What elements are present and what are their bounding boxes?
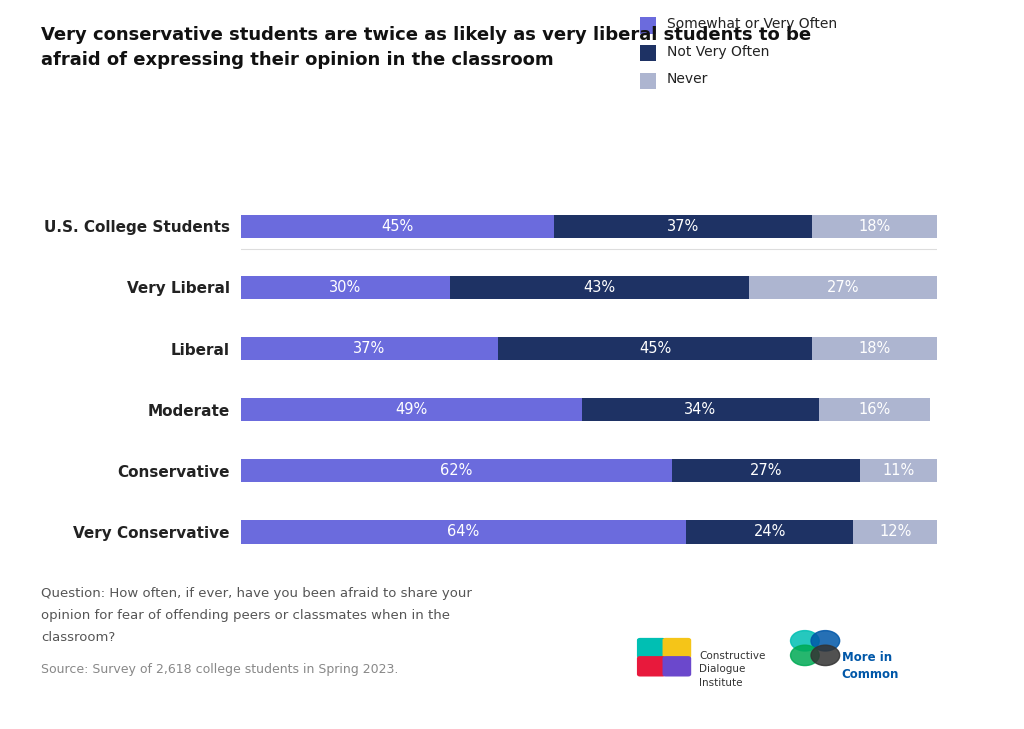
- Text: 16%: 16%: [858, 402, 891, 417]
- Text: 34%: 34%: [684, 402, 716, 417]
- Text: 64%: 64%: [447, 524, 479, 539]
- Text: Question: How often, if ever, have you been afraid to share your: Question: How often, if ever, have you b…: [41, 587, 472, 600]
- Bar: [673, 459, 860, 483]
- Bar: [686, 521, 853, 544]
- Text: More in
Common: More in Common: [842, 651, 899, 682]
- Bar: [241, 521, 686, 544]
- Text: Not Very Often: Not Very Often: [667, 44, 769, 59]
- Text: opinion for fear of offending peers or classmates when in the: opinion for fear of offending peers or c…: [41, 609, 450, 622]
- Text: Very conservative students are twice as likely as very liberal students to be: Very conservative students are twice as …: [41, 26, 811, 44]
- Text: 45%: 45%: [639, 341, 671, 356]
- Text: 37%: 37%: [667, 219, 699, 234]
- Bar: [241, 276, 450, 299]
- Bar: [241, 398, 582, 421]
- Text: 24%: 24%: [754, 524, 786, 539]
- Text: Source: Survey of 2,618 college students in Spring 2023.: Source: Survey of 2,618 college students…: [41, 663, 398, 677]
- Bar: [241, 214, 554, 238]
- Bar: [749, 276, 937, 299]
- Text: 37%: 37%: [353, 341, 386, 356]
- Text: 62%: 62%: [440, 464, 473, 478]
- Text: 18%: 18%: [858, 341, 891, 356]
- Text: 49%: 49%: [395, 402, 427, 417]
- Bar: [241, 459, 673, 483]
- Bar: [860, 459, 937, 483]
- Text: Never: Never: [667, 72, 708, 87]
- Text: Somewhat or Very Often: Somewhat or Very Often: [667, 17, 837, 31]
- Bar: [450, 276, 749, 299]
- Text: 30%: 30%: [329, 280, 361, 295]
- Text: 45%: 45%: [381, 219, 414, 234]
- Text: 27%: 27%: [751, 464, 782, 478]
- Text: 11%: 11%: [883, 464, 914, 478]
- Text: classroom?: classroom?: [41, 631, 116, 644]
- Bar: [812, 214, 937, 238]
- Bar: [499, 337, 812, 360]
- Bar: [812, 337, 937, 360]
- Text: 12%: 12%: [879, 524, 911, 539]
- Text: 43%: 43%: [584, 280, 615, 295]
- Bar: [241, 337, 499, 360]
- Bar: [554, 214, 812, 238]
- Text: Constructive
Dialogue
Institute: Constructive Dialogue Institute: [699, 651, 766, 687]
- Text: 18%: 18%: [858, 219, 891, 234]
- Text: 27%: 27%: [826, 280, 859, 295]
- Bar: [818, 398, 930, 421]
- Text: afraid of expressing their opinion in the classroom: afraid of expressing their opinion in th…: [41, 51, 554, 69]
- Bar: [853, 521, 937, 544]
- Bar: [582, 398, 818, 421]
